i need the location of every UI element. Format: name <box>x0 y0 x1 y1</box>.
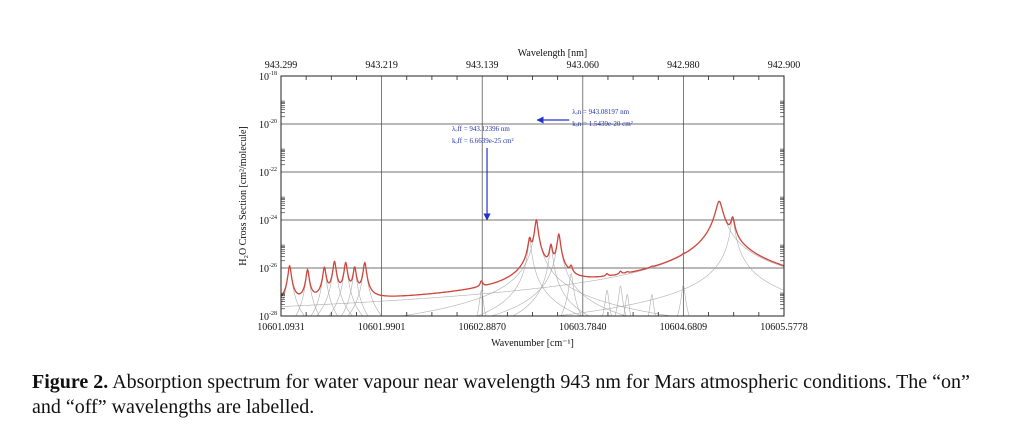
component-lines <box>280 200 785 317</box>
component-line <box>281 262 784 317</box>
x2-tick-label: 943.060 <box>567 60 600 71</box>
y-tick-label: 10-20 <box>259 119 277 131</box>
absorption-spectrum-chart: 10601.0931 943.299 10601.9901 943.219 10602.… <box>238 48 808 349</box>
off-annotation-text: kₒff = 6.6639e-25 cm² <box>452 137 514 145</box>
x2-tick-label: 943.219 <box>365 60 398 71</box>
figure-label: Figure 2. <box>32 371 109 393</box>
x-tick-label: 10601.9901 <box>358 322 406 333</box>
y-tick-label: 10-22 <box>259 167 277 179</box>
figure-caption: Figure 2. Absorption spectrum for water … <box>32 370 992 420</box>
gridlines <box>281 76 784 316</box>
y-tick-label: 10-24 <box>259 215 277 227</box>
component-line <box>281 262 784 317</box>
y-tick-label: 10-26 <box>259 263 277 275</box>
x2-tick-label: 943.139 <box>466 60 499 71</box>
x-tick-label: 10602.8870 <box>458 322 506 333</box>
x2-tick-label: 942.980 <box>667 60 700 71</box>
total-spectrum <box>280 200 785 298</box>
x-tick-label: 10601.0931 <box>257 322 305 333</box>
component-line <box>281 200 785 307</box>
y-axis-label: H₂O Cross Section [cm²/molecule] <box>238 126 249 266</box>
x2-tick-label: 943.299 <box>265 60 298 71</box>
x2-axis-label: Wavelength [nm] <box>518 48 587 59</box>
total-absorption-line <box>280 200 785 298</box>
x2-tick-label: 942.900 <box>768 60 801 71</box>
axis-ticks: 10601.0931 943.299 10601.9901 943.219 10602.… <box>257 60 808 333</box>
off-annotation-text: λₒff = 943.12396 nm <box>452 125 510 133</box>
y-tick-label: 10-28 <box>259 311 277 323</box>
y-tick-label: 10-18 <box>259 71 277 83</box>
annotations: λₒff = 943.12396 nm kₒff = 6.6639e-25 cm²… <box>452 108 633 221</box>
x-tick-label: 10605.5778 <box>760 322 808 333</box>
x-tick-label: 10603.7840 <box>559 322 607 333</box>
caption-text: Absorption spectrum for water vapour nea… <box>32 371 970 418</box>
x-axis-label: Wavenumber [cm⁻¹] <box>491 338 574 349</box>
on-annotation-text: kₒn = 1.5439e-20 cm² <box>572 120 633 128</box>
x-tick-label: 10604.6809 <box>660 322 708 333</box>
on-annotation-text: λₒn = 943.08197 nm <box>572 108 629 116</box>
component-line <box>281 284 784 317</box>
